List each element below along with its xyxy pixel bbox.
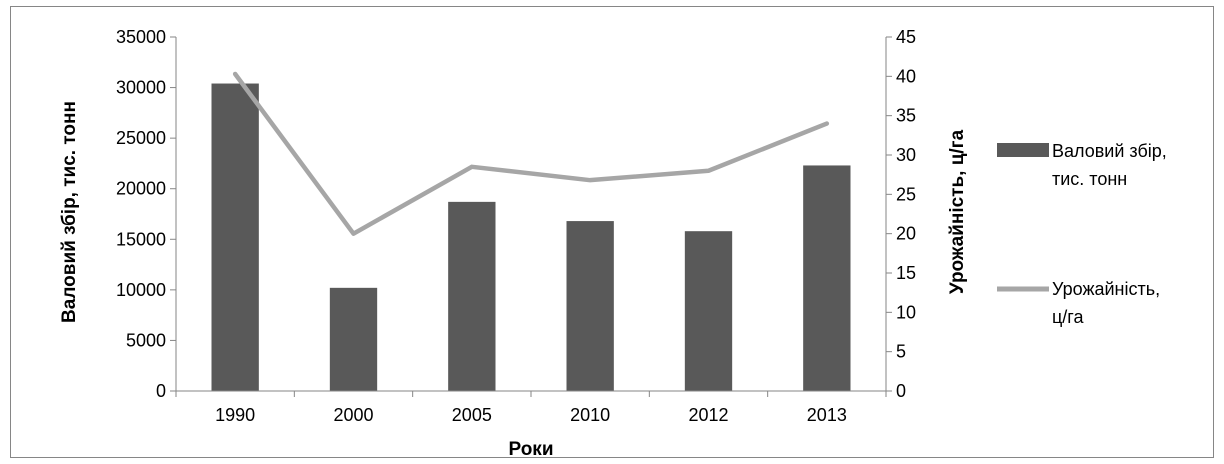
y2-tick-label: 20 [896, 224, 916, 244]
legend-bar-label-line2: тис. тонн [1052, 169, 1127, 189]
legend-bar-swatch [997, 143, 1049, 157]
y2-tick-label: 35 [896, 106, 916, 126]
bar-2010 [566, 221, 614, 391]
x-tick-label: 2010 [570, 405, 610, 425]
bar-1990 [211, 83, 259, 392]
y2-axis-title: Урожайність, ц/га [947, 129, 968, 294]
bar-2012 [684, 231, 733, 391]
bar-2005 [448, 201, 496, 391]
y-tick-label: 30000 [116, 78, 166, 98]
y2-tick-label: 15 [896, 263, 916, 283]
y2-tick-label: 5 [896, 342, 906, 362]
legend-line-label-line2: ц/га [1052, 307, 1084, 327]
y-tick-label: 35000 [116, 27, 166, 47]
axes: 0 5000 10000 15000 20000 25000 30000 35000 0 5 10 1… [116, 27, 916, 425]
y2-tick-label: 10 [896, 302, 916, 322]
x-tick-label: 1990 [215, 405, 255, 425]
x-tick-label: 2000 [333, 405, 373, 425]
bar-2000 [329, 287, 378, 391]
plot-area [211, 71, 851, 392]
y-tick-label: 0 [156, 381, 166, 401]
y-tick-label: 15000 [116, 229, 166, 249]
legend: Валовий збір, тис. тонн Урожайність, ц/г… [997, 141, 1167, 327]
x-axis-title: Роки [509, 439, 554, 460]
y-tick-label: 5000 [126, 330, 166, 350]
x-tick-label: 2013 [807, 405, 847, 425]
bar-2013 [803, 165, 851, 391]
legend-line-label-line1: Урожайність, [1052, 279, 1160, 299]
legend-bar-label-line1: Валовий збір, [1052, 141, 1167, 161]
y2-tick-label: 40 [896, 66, 916, 86]
y2-tick-label: 0 [896, 381, 906, 401]
x-tick-label: 2012 [688, 405, 728, 425]
line-series [232, 71, 830, 236]
y2-tick-label: 45 [896, 27, 916, 47]
x-tick-label: 2005 [452, 405, 492, 425]
y2-tick-label: 30 [896, 145, 916, 165]
y-axis-title: Валовий збір, тис. тонн [59, 101, 80, 323]
y-tick-label: 20000 [116, 179, 166, 199]
y-tick-label: 25000 [116, 128, 166, 148]
y2-tick-label: 25 [896, 184, 916, 204]
y-tick-label: 10000 [116, 280, 166, 300]
